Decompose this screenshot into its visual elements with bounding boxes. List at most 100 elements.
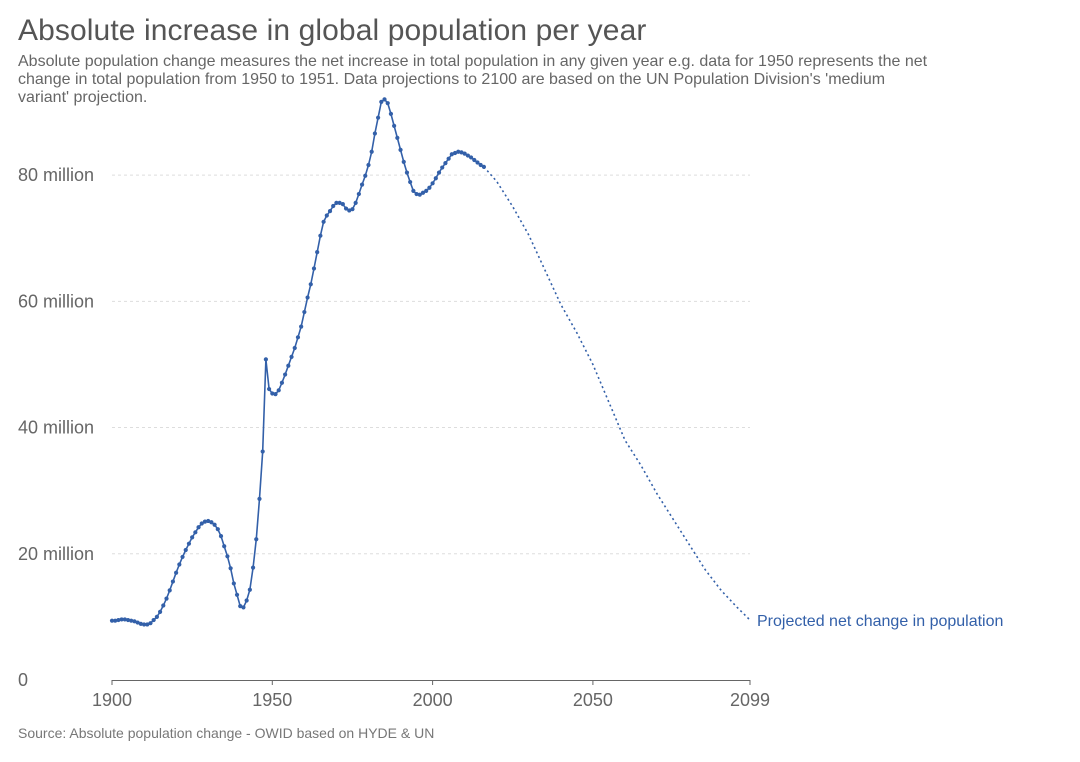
data-point: [222, 544, 227, 549]
data-point: [417, 192, 422, 197]
data-point: [427, 185, 432, 190]
data-point: [324, 213, 329, 218]
data-point: [305, 295, 310, 300]
data-point: [411, 188, 416, 193]
data-point: [180, 554, 185, 560]
data-point: [196, 525, 201, 530]
series-line-observed: [112, 98, 485, 626]
x-tick-label: 2099: [730, 690, 770, 710]
axes: [111, 680, 751, 685]
data-point: [202, 519, 208, 524]
data-point: [177, 562, 182, 567]
data-point: [151, 617, 156, 623]
data-point: [408, 179, 413, 185]
data-point: [481, 164, 486, 170]
data-point: [478, 162, 483, 168]
data-point: [218, 534, 224, 539]
x-tick-label: 1950: [252, 690, 292, 710]
data-point: [241, 605, 246, 610]
data-point: [340, 202, 345, 207]
data-point: [459, 150, 464, 155]
series-line-projected: [483, 166, 751, 621]
data-point: [164, 596, 169, 601]
data-point: [456, 149, 461, 154]
data-point: [356, 191, 361, 197]
data-point: [446, 156, 451, 161]
data-point: [270, 391, 275, 396]
data-point: [347, 208, 352, 213]
y-tick-label: 0: [18, 670, 28, 690]
data-point: [289, 354, 294, 359]
data-point: [401, 159, 406, 164]
data-point: [161, 603, 166, 608]
data-point: [318, 233, 323, 238]
data-point: [113, 618, 118, 623]
data-point: [266, 386, 272, 392]
data-point: [475, 160, 480, 165]
data-point: [138, 621, 143, 626]
data-point: [148, 621, 153, 626]
data-point: [283, 372, 288, 377]
data-point: [472, 157, 477, 163]
data-point: [167, 588, 172, 593]
data-point: [433, 176, 438, 181]
data-point: [372, 131, 377, 136]
gridlines: [112, 174, 750, 555]
data-point: [379, 99, 384, 105]
data-point: [141, 622, 147, 627]
data-point: [129, 618, 134, 623]
x-tick-label: 2000: [413, 690, 453, 710]
data-point: [430, 181, 435, 186]
data-point: [234, 592, 240, 597]
data-point: [119, 617, 124, 622]
data-point: [231, 581, 236, 586]
y-tick-label: 40 million: [18, 418, 94, 438]
data-point: [250, 565, 256, 570]
data-point: [385, 101, 390, 106]
data-point: [157, 609, 163, 614]
x-tick-label: 2050: [573, 690, 613, 710]
data-point: [206, 518, 211, 524]
data-point: [315, 250, 320, 255]
labels: 0 20 million 40 million 60 million 80 millio…: [18, 165, 1003, 710]
data-point: [279, 380, 285, 385]
data-point: [244, 598, 249, 603]
y-tick-label: 60 million: [18, 291, 94, 311]
data-point: [308, 282, 313, 287]
data-point: [276, 388, 281, 393]
data-point: [359, 182, 365, 187]
data-point: [190, 535, 195, 540]
data-point: [193, 530, 198, 535]
data-point: [449, 152, 454, 157]
y-tick-label: 20 million: [18, 544, 94, 564]
data-point: [436, 170, 442, 175]
data-point: [388, 111, 394, 116]
data-point: [260, 449, 265, 454]
data-point: [420, 190, 426, 195]
y-tick-label: 80 million: [18, 165, 94, 185]
data-point: [363, 173, 368, 178]
data-point: [257, 496, 262, 501]
x-tick-label: 1900: [92, 690, 132, 710]
data-point: [199, 521, 204, 526]
data-point: [350, 207, 355, 212]
data-point: [132, 619, 137, 624]
data-point: [186, 541, 192, 546]
data-point: [116, 617, 121, 623]
data-point: [376, 115, 381, 120]
chart-subtitle: Absolute population change measures the …: [18, 53, 928, 106]
data-point: [414, 191, 419, 197]
data-point: [392, 123, 397, 128]
data-point: [109, 618, 115, 623]
data-point: [443, 161, 448, 166]
data-point: [311, 266, 317, 271]
data-point: [462, 151, 467, 156]
chart-title: Absolute increase in global population p…: [18, 14, 647, 47]
data-point: [331, 203, 336, 209]
data-point: [170, 579, 176, 584]
data-point: [353, 200, 358, 205]
source-note: Source: Absolute population change - OWI…: [18, 725, 435, 741]
data-point: [302, 309, 307, 315]
data-point: [209, 520, 214, 525]
